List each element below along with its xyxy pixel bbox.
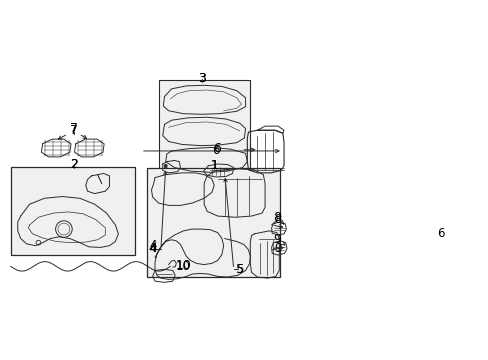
- Text: 5: 5: [236, 263, 243, 276]
- Bar: [11, 167, 135, 255]
- Text: 8: 8: [273, 211, 281, 224]
- Text: 4: 4: [148, 242, 156, 255]
- Bar: [146, 167, 279, 277]
- Text: 8: 8: [273, 212, 281, 225]
- Text: 9: 9: [273, 233, 281, 246]
- Text: 1: 1: [210, 159, 218, 172]
- Text: 6: 6: [211, 144, 219, 157]
- Text: 9: 9: [273, 242, 281, 255]
- Text: 6: 6: [212, 141, 220, 154]
- Text: 4: 4: [149, 239, 156, 252]
- Text: 3: 3: [198, 72, 206, 85]
- Text: 2: 2: [70, 158, 78, 171]
- Text: 7: 7: [70, 124, 78, 137]
- Bar: [158, 80, 250, 181]
- Text: 3: 3: [198, 72, 206, 85]
- Text: 4: 4: [149, 242, 156, 255]
- Text: 4: 4: [149, 242, 156, 255]
- Text: 10: 10: [175, 259, 191, 272]
- Text: 2: 2: [70, 158, 78, 171]
- Text: 5: 5: [235, 263, 243, 276]
- Text: 7: 7: [70, 122, 78, 135]
- Circle shape: [164, 164, 167, 167]
- Text: 1: 1: [210, 159, 218, 172]
- Text: 10: 10: [176, 260, 190, 273]
- Text: 6: 6: [436, 227, 444, 240]
